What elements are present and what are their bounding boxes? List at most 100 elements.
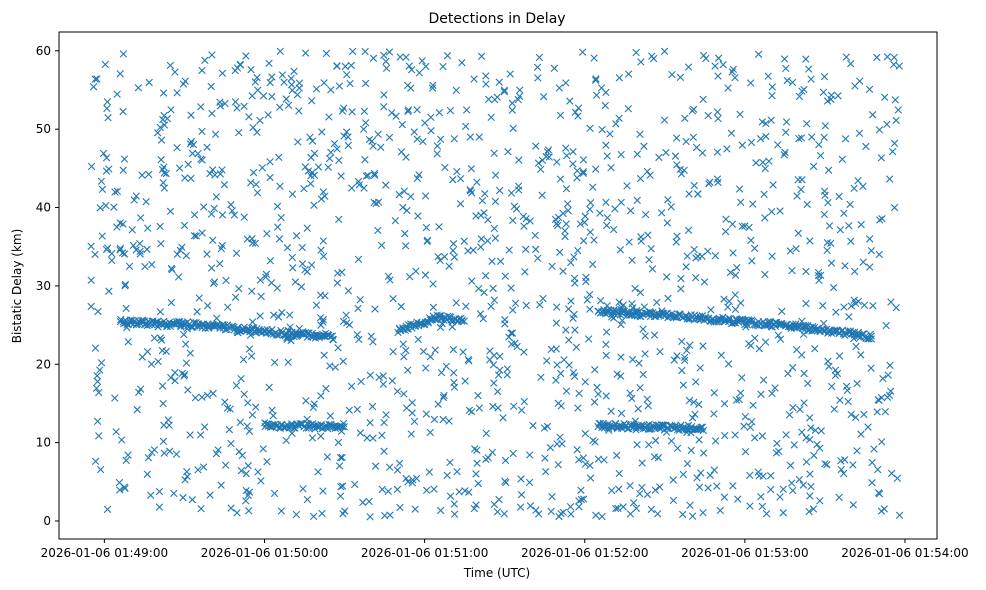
detection-point bbox=[636, 383, 644, 392]
detection-point bbox=[307, 172, 315, 180]
detection-point bbox=[508, 106, 517, 114]
detection-point bbox=[245, 427, 254, 435]
detection-point bbox=[249, 123, 257, 132]
detection-point bbox=[534, 74, 542, 82]
detection-point bbox=[841, 456, 849, 464]
detection-point bbox=[308, 137, 317, 145]
detection-point bbox=[294, 138, 302, 146]
detection-point bbox=[284, 358, 292, 366]
detection-point bbox=[824, 166, 833, 174]
detection-point bbox=[625, 238, 633, 246]
detection-point bbox=[852, 342, 860, 351]
detection-point bbox=[570, 253, 578, 261]
detection-point bbox=[400, 353, 408, 361]
detection-point bbox=[163, 322, 172, 331]
detection-point bbox=[237, 467, 246, 475]
detection-point bbox=[725, 297, 733, 306]
detection-point bbox=[628, 256, 636, 265]
detection-point bbox=[266, 256, 275, 265]
detection-point bbox=[617, 409, 626, 418]
detection-point bbox=[556, 248, 564, 256]
detection-point bbox=[806, 492, 814, 500]
detection-point bbox=[859, 258, 867, 266]
detection-point bbox=[186, 140, 195, 148]
detection-point bbox=[456, 200, 465, 208]
detection-point bbox=[562, 79, 570, 87]
detection-point bbox=[336, 492, 345, 500]
detection-point bbox=[757, 390, 765, 398]
detection-point bbox=[637, 237, 645, 245]
detection-point bbox=[481, 190, 489, 198]
detection-point bbox=[592, 76, 600, 84]
detection-point bbox=[648, 265, 657, 273]
detection-point bbox=[633, 440, 641, 449]
detection-point bbox=[590, 236, 598, 244]
detection-point bbox=[159, 89, 168, 97]
detection-point bbox=[396, 53, 404, 61]
detection-point bbox=[222, 276, 230, 285]
detection-point bbox=[249, 168, 258, 177]
detection-point bbox=[292, 232, 301, 240]
detection-point bbox=[477, 52, 486, 60]
detection-point bbox=[779, 321, 788, 329]
detection-point bbox=[493, 508, 502, 516]
detection-point bbox=[434, 400, 442, 408]
detection-point bbox=[343, 319, 351, 327]
detection-point bbox=[667, 203, 675, 211]
detection-point bbox=[110, 203, 118, 211]
detection-point bbox=[798, 175, 806, 184]
detection-point bbox=[156, 222, 164, 231]
detection-point bbox=[781, 148, 789, 157]
detection-point bbox=[156, 123, 164, 132]
detection-point bbox=[699, 426, 708, 435]
detection-point bbox=[339, 357, 347, 366]
detection-point bbox=[324, 163, 332, 172]
detection-point bbox=[575, 503, 583, 511]
detection-point bbox=[880, 93, 889, 101]
detection-point bbox=[441, 163, 449, 172]
detection-point bbox=[602, 328, 611, 336]
detection-point bbox=[641, 350, 649, 358]
detection-point bbox=[119, 50, 128, 58]
detection-point bbox=[356, 295, 364, 304]
detection-point bbox=[218, 211, 227, 219]
detection-point bbox=[520, 222, 528, 230]
detection-point bbox=[731, 73, 739, 82]
detection-point bbox=[566, 503, 575, 511]
detection-point bbox=[413, 106, 421, 114]
detection-point bbox=[647, 505, 656, 514]
detection-point bbox=[724, 303, 732, 311]
detection-point bbox=[692, 378, 700, 386]
detection-point bbox=[365, 497, 373, 506]
detection-point bbox=[491, 234, 500, 242]
detection-point bbox=[612, 504, 620, 513]
detection-point bbox=[165, 421, 173, 429]
detection-point bbox=[240, 390, 248, 399]
detection-point bbox=[615, 485, 623, 493]
detection-point bbox=[786, 247, 795, 255]
detection-point bbox=[586, 124, 594, 132]
detection-point bbox=[136, 247, 144, 256]
detection-point bbox=[338, 268, 346, 276]
detection-point bbox=[883, 120, 891, 128]
detection-point bbox=[167, 298, 176, 307]
detection-point bbox=[695, 436, 703, 444]
detection-point bbox=[613, 451, 621, 460]
detection-point bbox=[849, 461, 857, 469]
detection-point bbox=[614, 504, 622, 512]
detection-point bbox=[200, 203, 208, 211]
detection-point bbox=[298, 260, 307, 268]
detection-point bbox=[686, 501, 694, 509]
detection-point bbox=[477, 235, 486, 243]
detection-point bbox=[691, 410, 699, 419]
detection-point bbox=[450, 383, 459, 391]
detection-point bbox=[458, 59, 466, 67]
detection-point bbox=[402, 153, 410, 161]
detection-point bbox=[722, 215, 730, 223]
detection-point bbox=[689, 133, 698, 142]
detection-point bbox=[414, 335, 422, 344]
detection-point bbox=[536, 165, 545, 173]
detection-point bbox=[410, 128, 418, 136]
detection-point bbox=[132, 192, 140, 200]
detection-point bbox=[804, 379, 812, 388]
